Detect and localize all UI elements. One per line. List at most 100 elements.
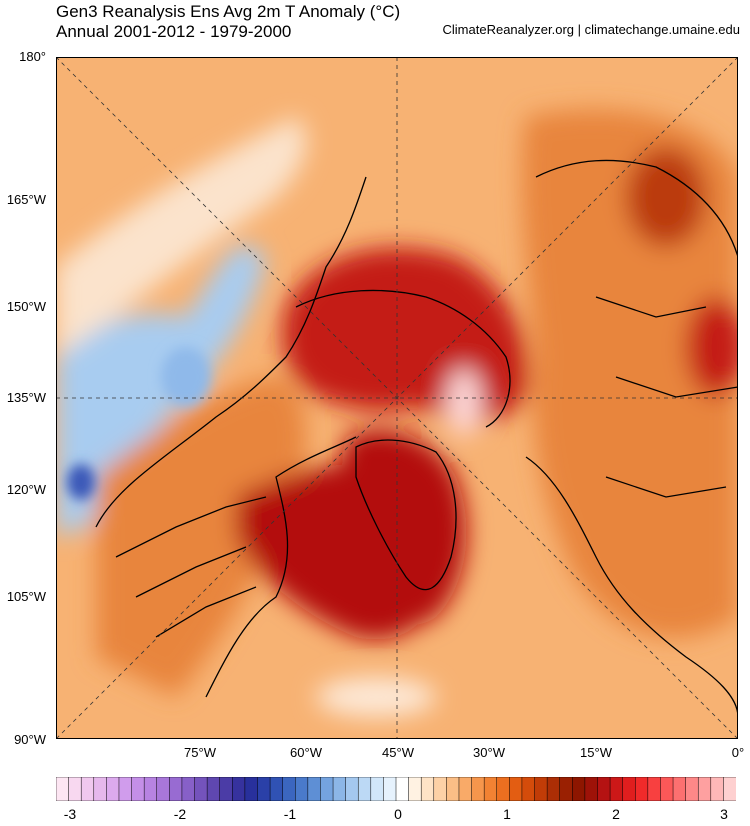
siberia-warm-spot — [686, 297, 738, 397]
coastline-greenland — [355, 439, 457, 591]
colorbar-swatch — [433, 777, 447, 801]
colorbar-swatch — [509, 777, 523, 801]
colorbar-swatch — [546, 777, 561, 801]
colorbar-swatch — [521, 777, 536, 801]
colorbar-label-0: 0 — [394, 806, 402, 822]
colorbar-swatch — [219, 777, 233, 801]
colorbar-label-1: 1 — [503, 806, 511, 822]
lon-label-165w: 165°W — [6, 192, 46, 207]
pacific-cool-spot — [161, 347, 211, 407]
lon-label-150w: 150°W — [6, 299, 46, 314]
lon-label-120w: 120°W — [6, 482, 46, 497]
colorbar-swatch — [584, 777, 599, 801]
colorbar-swatch — [559, 777, 573, 801]
colorbar-swatch — [635, 777, 649, 801]
lon-label-135w: 135°W — [6, 390, 46, 405]
lon-label-15w: 15°W — [580, 745, 612, 760]
anomaly-map — [56, 57, 738, 739]
colorbar-swatch — [68, 777, 82, 801]
graticule-diagonal-2 — [56, 57, 738, 739]
colorbar-swatch — [534, 777, 548, 801]
colorbar-label-3: 3 — [720, 806, 728, 822]
colorbar-swatch — [232, 777, 246, 801]
colorbar-swatch — [332, 777, 347, 801]
colorbar-label-neg3: -3 — [63, 806, 77, 822]
colorbar-swatch — [370, 777, 384, 801]
colorbar-swatch — [572, 777, 586, 801]
colorbar-swatch — [80, 777, 95, 801]
colorbar-swatch — [408, 777, 422, 801]
colorbar-swatch — [56, 777, 70, 801]
colorbar-swatch — [143, 777, 158, 801]
colorbar-swatch — [118, 777, 133, 801]
colorbar-swatch — [395, 777, 410, 801]
coastline-east-america — [205, 436, 357, 698]
colorbar-swatch — [446, 777, 460, 801]
colorbar-swatch — [269, 777, 284, 801]
graticule — [56, 57, 738, 739]
lon-label-75w: 75°W — [184, 745, 216, 760]
colorbar-swatch — [710, 777, 724, 801]
colorbar-swatch — [672, 777, 687, 801]
colorbar-swatch — [206, 777, 221, 801]
north-america-warm — [96, 377, 306, 697]
lon-label-45w: 45°W — [382, 745, 414, 760]
colorbar-label-2: 2 — [612, 806, 620, 822]
colorbar — [56, 777, 736, 801]
map-title: Gen3 Reanalysis Ens Avg 2m T Anomaly (°C… — [56, 2, 400, 42]
colorbar-swatch — [357, 777, 372, 801]
colorbar-swatch — [647, 777, 661, 801]
country-borders-eurasia — [595, 296, 738, 498]
colorbar-swatch — [597, 777, 611, 801]
asia-warm-spot — [626, 147, 706, 247]
colorbar-label-neg2: -2 — [173, 806, 187, 822]
colorbar-swatch — [420, 777, 435, 801]
colorbar-swatch — [106, 777, 120, 801]
title-line-2: Annual 2001-2012 - 1979-2000 — [56, 22, 292, 41]
colorbar-swatch — [496, 777, 510, 801]
coastline-europe — [525, 456, 738, 718]
colorbar-swatch — [660, 777, 674, 801]
colorbar-swatch — [194, 777, 208, 801]
colorbar-swatch — [244, 777, 259, 801]
state-borders — [115, 496, 267, 638]
source-credit: ClimateReanalyzer.org | climatechange.um… — [442, 22, 740, 37]
colorbar-swatch — [181, 777, 196, 801]
lon-label-90w: 90°W — [14, 732, 46, 747]
coastline-arctic-shelf — [295, 289, 511, 428]
colorbar-swatch — [169, 777, 183, 801]
title-line-1: Gen3 Reanalysis Ens Avg 2m T Anomaly (°C… — [56, 2, 401, 21]
colorbar-swatch — [320, 777, 334, 801]
colorbar-swatch — [345, 777, 359, 801]
pacific-neutral-band — [56, 117, 307, 357]
colorbar-swatch — [458, 777, 473, 801]
map-border — [56, 57, 738, 739]
colorbar-swatch — [383, 777, 397, 801]
colorbar-swatch — [609, 777, 624, 801]
atlantic-neutral-band — [316, 677, 436, 717]
colorbar-swatch — [483, 777, 498, 801]
anomaly-field — [56, 109, 738, 717]
colorbar-swatch — [685, 777, 699, 801]
colorbar-swatch — [282, 777, 296, 801]
colorbar-label-neg1: -1 — [283, 806, 297, 822]
colorbar-swatch — [257, 777, 271, 801]
lon-label-105w: 105°W — [6, 589, 46, 604]
colorbar-swatch — [131, 777, 145, 801]
coastline-siberia — [535, 159, 738, 258]
colorbar-swatch — [471, 777, 485, 801]
pacific-cold-spot — [67, 464, 95, 500]
lon-label-180: 180° — [19, 49, 46, 64]
colorbar-swatch — [93, 777, 107, 801]
colorbar-swatch — [622, 777, 636, 801]
coastline-alaska-canada — [95, 176, 367, 528]
colorbar-swatch — [295, 777, 309, 801]
colorbar-swatch — [697, 777, 712, 801]
max-anomaly-spot — [446, 368, 482, 436]
lon-label-60w: 60°W — [290, 745, 322, 760]
lon-label-30w: 30°W — [473, 745, 505, 760]
colorbar-swatch — [156, 777, 170, 801]
lon-label-0: 0° — [731, 745, 745, 760]
colorbar-swatch — [307, 777, 321, 801]
pacific-cool-anomaly — [56, 245, 266, 537]
